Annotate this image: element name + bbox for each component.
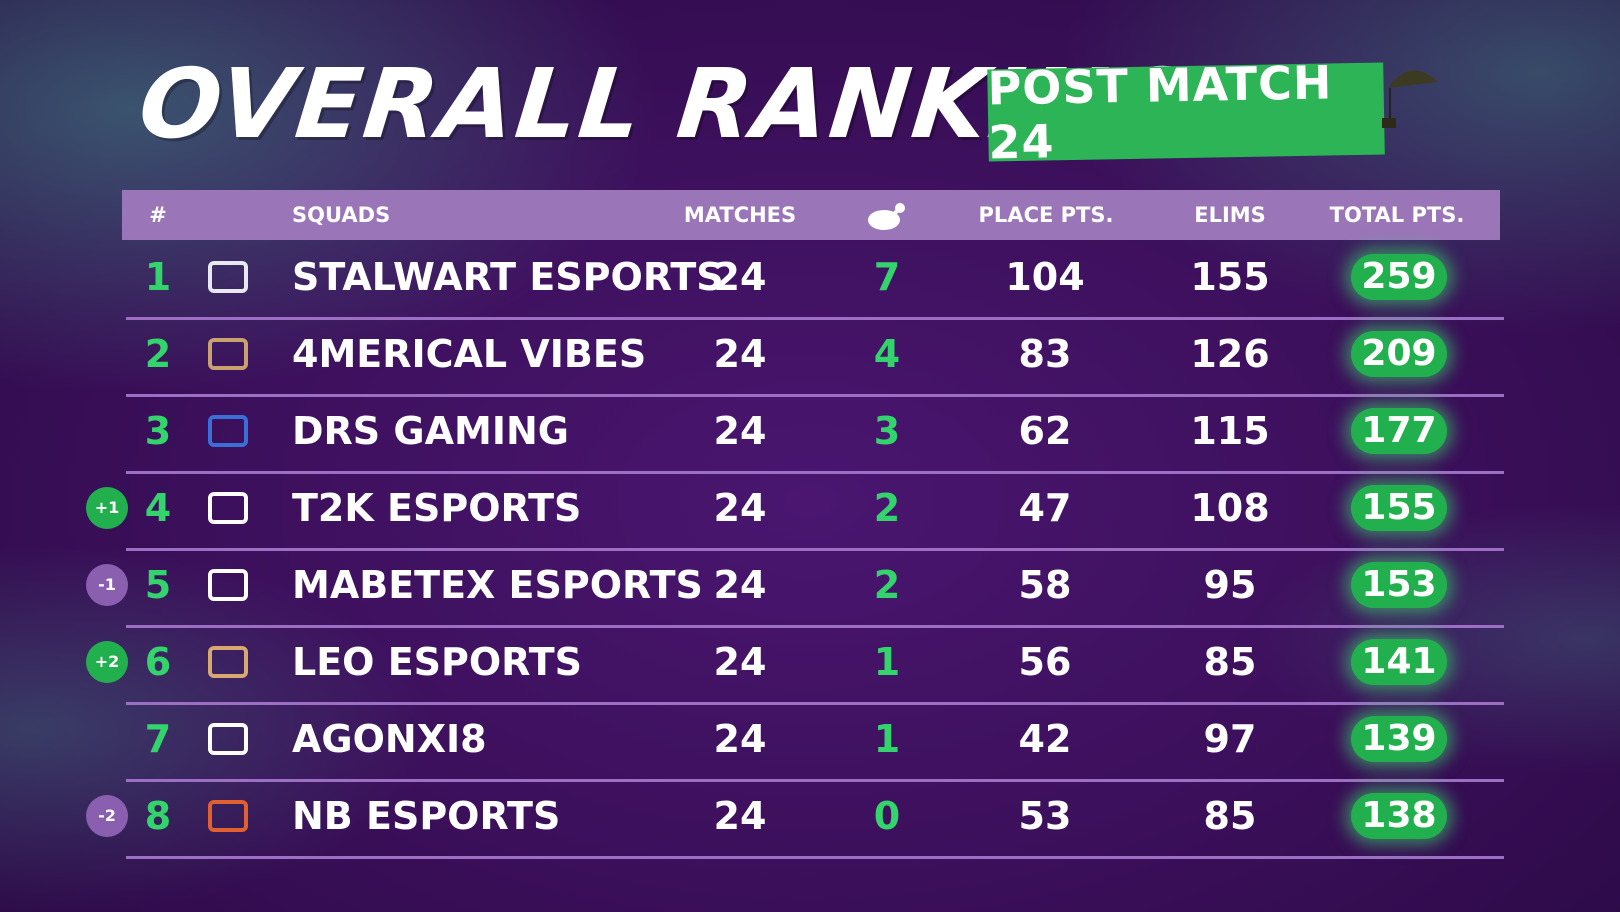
header-total-pts: TOTAL PTS. bbox=[1329, 203, 1465, 227]
parachute-icon bbox=[1382, 70, 1438, 128]
header-matches: MATCHES bbox=[683, 203, 797, 227]
elims: 115 bbox=[1190, 409, 1270, 453]
team-logo bbox=[208, 415, 248, 447]
rank-change: -1 bbox=[86, 564, 128, 606]
rank-change: +1 bbox=[86, 487, 128, 529]
matches: 24 bbox=[713, 409, 767, 453]
matches: 24 bbox=[713, 332, 767, 376]
squad-name: DRS GAMING bbox=[292, 409, 569, 453]
total-pts: 141 bbox=[1351, 639, 1447, 685]
rank-change: +2 bbox=[86, 641, 128, 683]
squad-name: LEO ESPORTS bbox=[292, 640, 583, 684]
matches: 24 bbox=[713, 563, 767, 607]
table-row: -2 8 NB ESPORTS 24 0 53 85 138 bbox=[86, 779, 1504, 859]
matches: 24 bbox=[713, 794, 767, 838]
wins: 0 bbox=[873, 794, 901, 838]
squad-name: STALWART ESPORTS bbox=[292, 255, 724, 299]
wins: 1 bbox=[873, 717, 901, 761]
squad-name: AGONXI8 bbox=[292, 717, 487, 761]
total-pts: 153 bbox=[1351, 562, 1447, 608]
squad-name: MABETEX ESPORTS bbox=[292, 563, 703, 607]
table-header: # SQUADS MATCHES PLACE PTS. ELIMS TOTAL … bbox=[122, 190, 1500, 240]
elims: 155 bbox=[1190, 255, 1270, 299]
team-logo bbox=[208, 723, 248, 755]
rank: 5 bbox=[144, 563, 172, 607]
place-pts: 83 bbox=[1018, 332, 1072, 376]
rank-change: -2 bbox=[86, 795, 128, 837]
place-pts: 42 bbox=[1018, 717, 1072, 761]
table-row: 1 STALWART ESPORTS 24 7 104 155 259 bbox=[126, 240, 1504, 320]
place-pts: 58 bbox=[1018, 563, 1072, 607]
match-badge: POST MATCH 24 bbox=[987, 55, 1385, 169]
team-logo bbox=[208, 338, 248, 370]
rank: 8 bbox=[144, 794, 172, 838]
total-pts: 177 bbox=[1351, 408, 1447, 454]
table-row: +2 6 LEO ESPORTS 24 1 56 85 141 bbox=[86, 625, 1504, 705]
header-rank: # bbox=[149, 203, 167, 227]
team-logo bbox=[208, 569, 248, 601]
rank: 4 bbox=[144, 486, 172, 530]
total-pts: 155 bbox=[1351, 485, 1447, 531]
wins: 1 bbox=[873, 640, 901, 684]
table-row: 3 DRS GAMING 24 3 62 115 177 bbox=[126, 394, 1504, 474]
elims: 85 bbox=[1203, 640, 1257, 684]
place-pts: 47 bbox=[1018, 486, 1072, 530]
squad-name: T2K ESPORTS bbox=[292, 486, 582, 530]
table-row: +1 4 T2K ESPORTS 24 2 47 108 155 bbox=[86, 471, 1504, 551]
team-logo bbox=[208, 261, 248, 293]
table-row: -1 5 MABETEX ESPORTS 24 2 58 95 153 bbox=[86, 548, 1504, 628]
rank: 7 bbox=[144, 717, 172, 761]
place-pts: 104 bbox=[1005, 255, 1085, 299]
wins: 7 bbox=[873, 255, 901, 299]
chicken-icon bbox=[868, 203, 905, 230]
total-pts: 138 bbox=[1351, 793, 1447, 839]
header-elims: ELIMS bbox=[1194, 203, 1266, 227]
elims: 108 bbox=[1190, 486, 1270, 530]
total-pts: 139 bbox=[1351, 716, 1447, 762]
header-squads: SQUADS bbox=[292, 203, 391, 227]
wins: 2 bbox=[873, 486, 901, 530]
wins: 3 bbox=[873, 409, 901, 453]
squad-name: NB ESPORTS bbox=[292, 794, 561, 838]
rank: 3 bbox=[144, 409, 172, 453]
table-row: 7 AGONXI8 24 1 42 97 139 bbox=[126, 702, 1504, 782]
rank: 2 bbox=[144, 332, 172, 376]
elims: 85 bbox=[1203, 794, 1257, 838]
elims: 95 bbox=[1203, 563, 1257, 607]
wins: 4 bbox=[873, 332, 901, 376]
total-pts: 209 bbox=[1351, 331, 1447, 377]
rank: 1 bbox=[144, 255, 172, 299]
place-pts: 53 bbox=[1018, 794, 1072, 838]
place-pts: 56 bbox=[1018, 640, 1072, 684]
matches: 24 bbox=[713, 486, 767, 530]
table-row: 2 4MERICAL VIBES 24 4 83 126 209 bbox=[126, 317, 1504, 397]
elims: 97 bbox=[1203, 717, 1257, 761]
matches: 24 bbox=[713, 717, 767, 761]
wins: 2 bbox=[873, 563, 901, 607]
header-place-pts: PLACE PTS. bbox=[978, 203, 1114, 227]
total-pts: 259 bbox=[1351, 254, 1447, 300]
place-pts: 62 bbox=[1018, 409, 1072, 453]
matches: 24 bbox=[713, 255, 767, 299]
team-logo bbox=[208, 800, 248, 832]
rank: 6 bbox=[144, 640, 172, 684]
team-logo bbox=[208, 646, 248, 678]
squad-name: 4MERICAL VIBES bbox=[292, 332, 647, 376]
elims: 126 bbox=[1190, 332, 1270, 376]
team-logo bbox=[208, 492, 248, 524]
matches: 24 bbox=[713, 640, 767, 684]
